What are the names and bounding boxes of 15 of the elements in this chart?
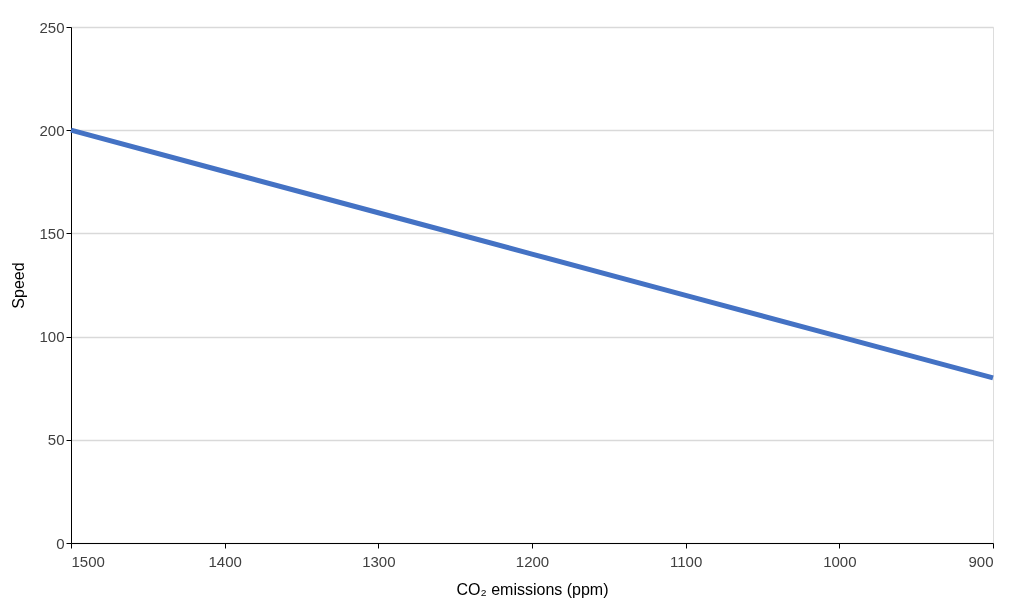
x-axis-title: CO₂ emissions (ppm) xyxy=(456,580,609,598)
x-tick-label: 1100 xyxy=(670,552,703,570)
y-tick-label: 200 xyxy=(39,121,65,139)
x-tick-label: 900 xyxy=(968,552,994,570)
y-tick-label: 50 xyxy=(47,431,65,449)
y-axis-title: Speed xyxy=(10,262,28,309)
y-tick-label: 0 xyxy=(56,534,65,552)
x-tick-label: 1300 xyxy=(362,552,396,570)
y-tick-label: 250 xyxy=(39,18,65,36)
x-tick-label: 1000 xyxy=(823,552,857,570)
y-tick-label: 150 xyxy=(39,224,65,242)
x-tick-label: 1400 xyxy=(208,552,242,570)
y-tick-label: 100 xyxy=(39,328,65,346)
x-tick-label: 1200 xyxy=(515,552,550,570)
x-tick-label: 1500 xyxy=(71,552,105,570)
